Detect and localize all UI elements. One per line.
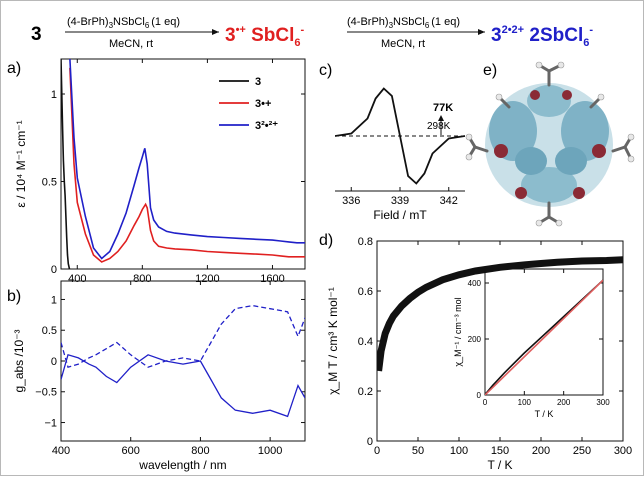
y-tick-label: 1 (51, 89, 57, 101)
annotation-77k: 77K (433, 102, 453, 114)
chart-epr: 336 339 342 Field / mT 77K 298K (335, 89, 465, 223)
x-axis-label: Field / mT (373, 208, 427, 222)
plot-frame (377, 241, 623, 441)
chart-absorption: 400 800 1200 1600 0 0.5 1 ε / 10⁴ M⁻¹ cm⁻¹ 3 3•+ 3… (14, 59, 305, 285)
plot-frame (61, 59, 305, 269)
x-tick-label: 1200 (195, 273, 219, 285)
x-tick-label: 200 (557, 398, 571, 407)
y-tick-label: 0.5 (42, 176, 57, 188)
y-axis-label: ε / 10⁴ M⁻¹ cm⁻¹ (14, 120, 28, 207)
y-tick-label: 0 (367, 436, 373, 448)
x-axis-label: T / K (487, 458, 512, 472)
x-tick-label: 1600 (260, 273, 284, 285)
x-tick-label: 800 (191, 445, 209, 457)
scheme-conditions-2: MeCN, rt (381, 38, 425, 50)
x-tick-label: 300 (596, 398, 610, 407)
scheme-conditions-1: MeCN, rt (109, 38, 153, 50)
x-tick-label: 600 (122, 445, 140, 457)
y-tick-label: 400 (468, 279, 482, 288)
series-line-0 (61, 59, 70, 269)
series-line-1 (485, 280, 603, 395)
y-tick-label: 0.5 (42, 325, 57, 337)
x-tick-label: 250 (573, 445, 591, 457)
x-axis-label: wavelength / nm (138, 458, 226, 472)
y-tick-label: 0.2 (358, 386, 373, 398)
x-tick-label: 400 (68, 273, 86, 285)
scheme-arrow-1-head (212, 29, 219, 35)
scheme-product-1: 3•+ SbCl6- (225, 24, 305, 49)
panel-label-e: e) (483, 62, 497, 79)
x-tick-label: 50 (412, 445, 424, 457)
y-axis-label: χ_M T / cm³ K mol⁻¹ (326, 287, 340, 395)
x-tick-label: 800 (133, 273, 151, 285)
y-tick-label: 0 (477, 391, 482, 400)
x-tick-label: 300 (614, 445, 632, 457)
scheme-product-2: 32•2+ 2SbCl6- (491, 24, 593, 49)
x-tick-label: 0 (483, 398, 488, 407)
chart-magnetic: 0 50 100 150 200 250 300 0 0.2 0.4 0.6 0.8 T / K χ_M … (326, 236, 632, 472)
y-tick-label: 0 (51, 356, 57, 368)
legend-label-0: 3 (255, 76, 261, 88)
x-tick-label: 0 (374, 445, 380, 457)
legend-label-2: 3²•²⁺ (255, 120, 278, 132)
x-tick-label: 100 (450, 445, 468, 457)
series-line-2 (70, 59, 305, 259)
series-line-1 (70, 68, 305, 262)
y-tick-label: −1 (44, 417, 57, 429)
y-axis-label: χ_M⁻¹ / cm⁻³ mol (453, 297, 463, 366)
x-tick-label: 1000 (258, 445, 282, 457)
y-tick-label: 0.4 (358, 336, 373, 348)
reaction-scheme: 3 (4-BrPh)3NSbCl6 (1 eq) MeCN, rt 3•+ SbC… (31, 16, 593, 50)
y-tick-label: 0 (51, 264, 57, 276)
y-tick-label: 1 (51, 294, 57, 306)
y-tick-label: 0.8 (358, 236, 373, 248)
x-tick-label: 336 (342, 195, 360, 207)
y-tick-label: 0.6 (358, 286, 373, 298)
scheme-start: 3 (31, 24, 42, 45)
y-tick-label: 200 (468, 335, 482, 344)
x-tick-label: 100 (518, 398, 532, 407)
scheme-reagent-1: (4-BrPh)3NSbCl6 (1 eq) (67, 16, 180, 30)
plot-frame (61, 281, 305, 441)
x-tick-label: 339 (391, 195, 409, 207)
chart-cd: 400 600 800 1000 −1 −0.5 0 0.5 1 wavelength / nm g… (12, 281, 305, 472)
y-tick-label: −0.5 (35, 387, 57, 399)
molecule-structure-image (466, 62, 634, 226)
scheme-arrow-2-head (478, 29, 485, 35)
panel-label-b: b) (7, 288, 21, 305)
x-tick-label: 150 (491, 445, 509, 457)
plot-frame (485, 269, 603, 395)
x-tick-label: 342 (440, 195, 458, 207)
annotation-298k: 298K (427, 121, 451, 132)
panel-label-c: c) (319, 62, 332, 79)
series-line-0 (379, 260, 623, 371)
x-axis-label: T / K (535, 409, 554, 419)
svg-text:(4-BrPh)3NSbCl6(1 eq): (4-BrPh)3NSbCl6 (1 eq) (347, 16, 460, 30)
x-tick-label: 400 (52, 445, 70, 457)
x-tick-label: 200 (532, 445, 550, 457)
series-line-1 (61, 306, 305, 368)
panel-label-d: d) (319, 232, 333, 249)
svg-text:(4-BrPh)3NSbCl6(1 eq): (4-BrPh)3NSbCl6 (1 eq) (67, 16, 180, 30)
scheme-reagent-2: (4-BrPh)3NSbCl6 (1 eq) (347, 16, 460, 30)
legend-label-1: 3•+ (255, 98, 271, 110)
y-axis-label: g_abs /10⁻³ (12, 329, 26, 392)
panel-label-a: a) (7, 60, 21, 77)
series-line-0 (61, 355, 305, 417)
